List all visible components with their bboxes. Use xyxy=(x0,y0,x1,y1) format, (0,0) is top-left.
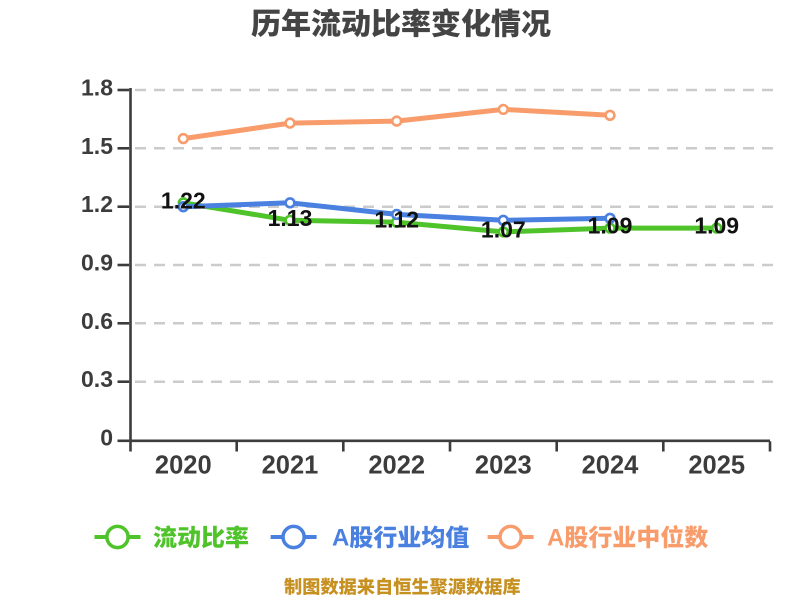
svg-text:A: A xyxy=(332,525,349,552)
svg-text:1.22: 1.22 xyxy=(161,187,206,213)
svg-text:0: 0 xyxy=(100,425,113,451)
svg-text:2023: 2023 xyxy=(475,452,532,480)
svg-text:1.8: 1.8 xyxy=(81,75,113,101)
svg-text:0.6: 0.6 xyxy=(81,308,113,334)
svg-text:1.09: 1.09 xyxy=(694,213,739,239)
svg-text:2021: 2021 xyxy=(262,452,319,480)
svg-text:0.3: 0.3 xyxy=(81,366,113,392)
svg-text:1.09: 1.09 xyxy=(588,213,633,239)
svg-text:1.07: 1.07 xyxy=(481,216,526,242)
svg-text:2022: 2022 xyxy=(368,452,425,480)
svg-text:2025: 2025 xyxy=(688,452,745,480)
svg-text:1.13: 1.13 xyxy=(268,205,313,231)
svg-text:1.5: 1.5 xyxy=(81,133,113,159)
svg-text:1.2: 1.2 xyxy=(81,191,113,217)
svg-text:A: A xyxy=(547,525,564,552)
svg-text:0.9: 0.9 xyxy=(81,250,113,276)
svg-text:1.12: 1.12 xyxy=(374,207,419,233)
svg-text:2020: 2020 xyxy=(155,452,212,480)
svg-text:2024: 2024 xyxy=(582,452,640,480)
